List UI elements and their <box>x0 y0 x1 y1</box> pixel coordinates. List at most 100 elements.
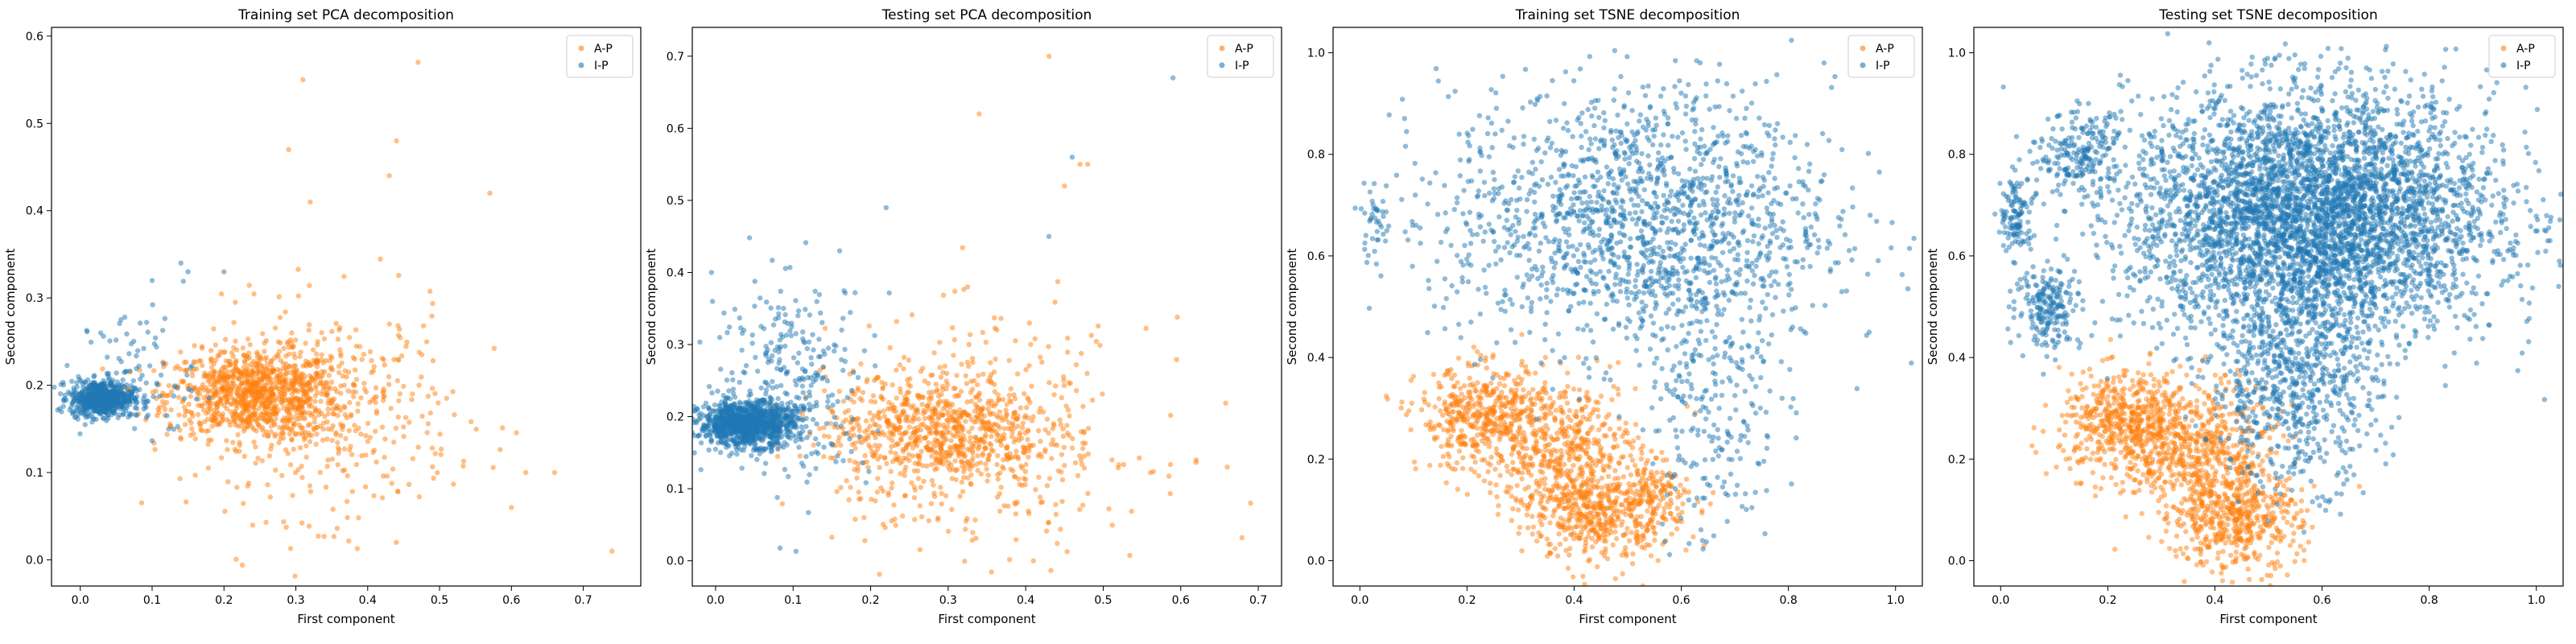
data-point <box>966 341 972 348</box>
data-point <box>403 344 409 349</box>
data-point <box>800 336 806 342</box>
data-point <box>89 402 95 407</box>
data-point <box>1455 486 1461 492</box>
data-point <box>269 358 275 364</box>
data-point <box>1436 380 1442 386</box>
data-point <box>279 418 286 423</box>
data-point <box>218 401 224 407</box>
data-point <box>762 446 768 452</box>
data-point <box>786 414 792 420</box>
data-point <box>271 405 277 411</box>
data-point <box>1077 506 1083 513</box>
data-point <box>927 448 934 453</box>
data-point <box>109 379 114 385</box>
data-point <box>766 382 771 388</box>
data-point <box>777 545 783 551</box>
data-point <box>1442 402 1447 407</box>
data-point <box>1033 487 1038 493</box>
data-point <box>321 420 327 426</box>
data-point <box>357 344 363 349</box>
data-point <box>345 388 351 394</box>
data-point <box>155 413 160 419</box>
data-point <box>297 353 303 360</box>
data-point <box>325 411 332 417</box>
data-point <box>963 526 968 532</box>
data-point <box>1065 407 1071 413</box>
data-point <box>199 345 205 351</box>
data-point <box>980 371 986 377</box>
data-point <box>793 331 799 336</box>
data-point <box>181 395 188 402</box>
data-point <box>985 420 990 426</box>
data-point <box>735 407 741 412</box>
data-point <box>353 367 358 373</box>
data-point <box>222 509 228 514</box>
data-point <box>250 404 257 410</box>
data-point <box>121 411 126 416</box>
data-point <box>312 427 317 433</box>
data-point <box>922 415 928 421</box>
data-point <box>273 416 279 422</box>
data-point <box>945 528 952 535</box>
data-point <box>916 416 922 422</box>
data-point <box>1427 427 1433 432</box>
data-point <box>1013 416 1020 422</box>
data-point <box>1530 386 1536 392</box>
data-point <box>1046 53 1052 60</box>
data-point <box>740 436 745 442</box>
data-point <box>105 354 110 360</box>
data-point <box>1030 558 1037 564</box>
data-point <box>313 441 319 448</box>
data-point <box>283 365 288 370</box>
data-point <box>1022 390 1027 397</box>
data-point <box>880 488 886 494</box>
data-point <box>241 365 247 370</box>
data-point <box>307 395 312 401</box>
data-point <box>881 413 888 419</box>
data-point <box>1426 422 1432 428</box>
data-point <box>275 353 281 359</box>
data-point <box>930 389 936 395</box>
data-point <box>374 459 379 465</box>
data-point <box>291 421 298 427</box>
data-point <box>1595 407 1600 413</box>
data-point <box>378 256 383 262</box>
data-point <box>175 394 182 400</box>
data-point <box>397 391 402 397</box>
data-point <box>1441 427 1447 432</box>
data-point <box>967 466 973 473</box>
data-point <box>254 365 260 370</box>
data-point <box>460 463 466 469</box>
data-point <box>82 422 89 427</box>
data-point <box>298 349 303 355</box>
data-point <box>817 426 823 431</box>
data-point <box>963 373 968 378</box>
data-point <box>1010 420 1016 427</box>
data-point <box>778 332 784 337</box>
data-point <box>839 357 844 362</box>
data-point <box>1039 359 1045 365</box>
data-point <box>345 473 350 479</box>
data-point <box>1049 456 1055 461</box>
data-point <box>748 412 753 418</box>
data-point <box>976 373 981 378</box>
data-point <box>333 430 339 436</box>
legend-marker <box>1219 45 1225 52</box>
data-point <box>329 401 335 407</box>
data-point <box>1042 449 1048 455</box>
data-point <box>930 372 935 378</box>
data-point <box>927 416 933 422</box>
data-point <box>363 452 369 458</box>
data-point <box>974 461 980 467</box>
data-point <box>790 418 795 423</box>
data-point <box>279 427 286 432</box>
data-point <box>176 412 182 418</box>
data-point <box>250 374 256 380</box>
data-point <box>1057 417 1063 423</box>
data-point <box>192 343 197 349</box>
data-point <box>997 425 1003 431</box>
data-point <box>1011 425 1018 431</box>
data-point <box>208 365 215 370</box>
data-point <box>382 436 388 442</box>
data-point <box>898 437 904 443</box>
